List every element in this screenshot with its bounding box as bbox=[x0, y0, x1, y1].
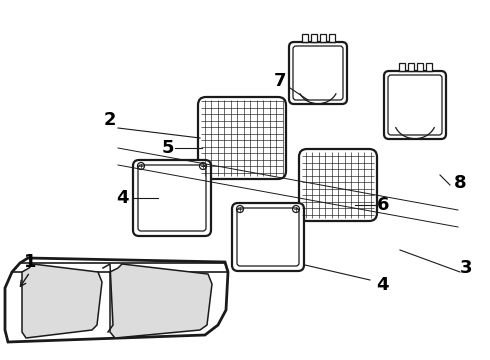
Polygon shape bbox=[22, 264, 102, 338]
Text: 2: 2 bbox=[104, 111, 116, 129]
FancyBboxPatch shape bbox=[133, 160, 211, 236]
Bar bbox=[416, 63, 422, 71]
FancyBboxPatch shape bbox=[384, 71, 446, 139]
FancyBboxPatch shape bbox=[237, 208, 299, 266]
Text: 4: 4 bbox=[376, 276, 388, 294]
Bar bbox=[311, 34, 317, 42]
Bar bbox=[301, 34, 308, 42]
Text: 1: 1 bbox=[24, 253, 36, 271]
Bar bbox=[425, 63, 432, 71]
Text: 8: 8 bbox=[454, 174, 466, 192]
Text: 4: 4 bbox=[116, 189, 128, 207]
Polygon shape bbox=[110, 264, 212, 338]
Bar bbox=[319, 34, 325, 42]
Text: 3: 3 bbox=[460, 259, 472, 277]
Bar bbox=[408, 63, 414, 71]
FancyBboxPatch shape bbox=[289, 42, 347, 104]
Text: 7: 7 bbox=[274, 72, 286, 90]
FancyBboxPatch shape bbox=[198, 97, 286, 179]
FancyBboxPatch shape bbox=[299, 149, 377, 221]
FancyBboxPatch shape bbox=[388, 75, 442, 135]
FancyBboxPatch shape bbox=[293, 46, 343, 100]
Text: 5: 5 bbox=[162, 139, 174, 157]
Polygon shape bbox=[5, 258, 228, 342]
Bar bbox=[398, 63, 405, 71]
Text: 6: 6 bbox=[377, 196, 389, 214]
FancyBboxPatch shape bbox=[232, 203, 304, 271]
Bar bbox=[328, 34, 335, 42]
FancyBboxPatch shape bbox=[138, 165, 206, 231]
